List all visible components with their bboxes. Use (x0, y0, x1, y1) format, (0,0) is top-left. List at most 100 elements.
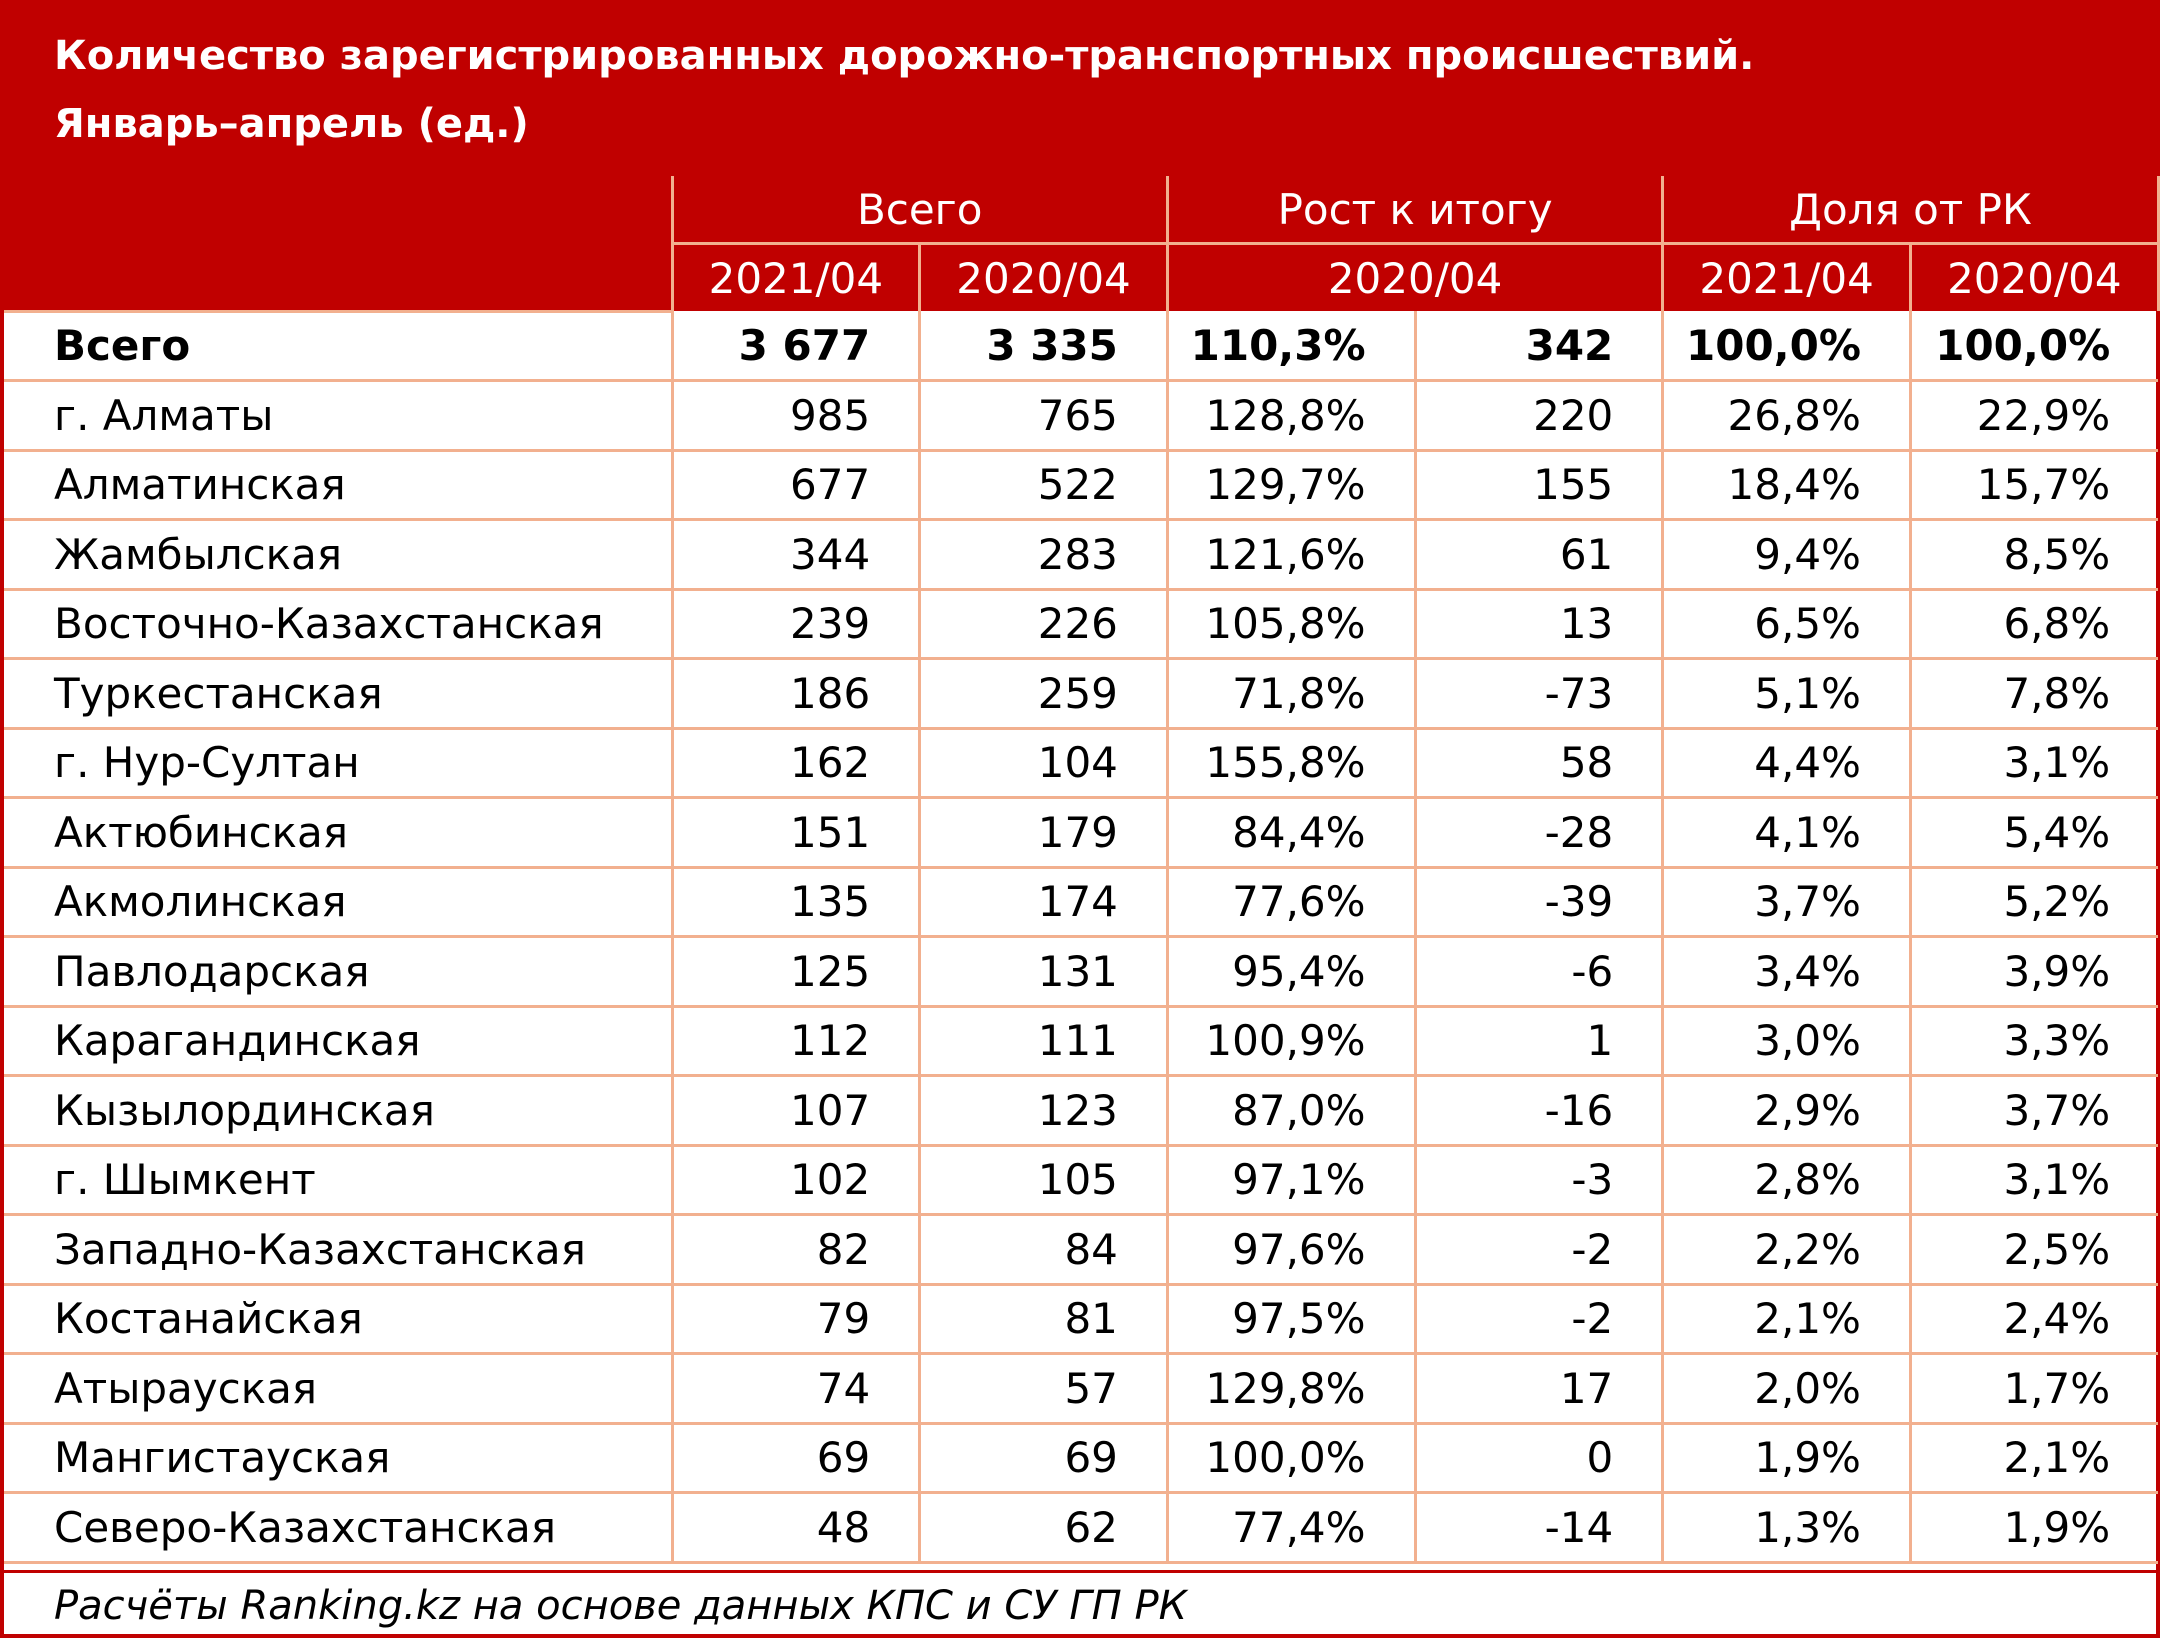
count-2020: 111 (918, 1004, 1169, 1077)
table-row: Жамбылская 344 283 121,6% 61 9,4% 8,5% (4, 518, 2159, 591)
source-note: Расчёты Ranking.kz на основе данных КПС … (4, 1570, 2156, 1638)
region-name: Павлодарская (4, 935, 674, 1008)
table-row: г. Шымкент 102 105 97,1% -3 2,8% 3,1% (4, 1143, 2159, 1216)
title-line-2: Январь–апрель (ед.) (54, 101, 529, 147)
region-name: Туркестанская (4, 657, 674, 730)
count-2020: 3 335 (918, 311, 1169, 382)
table-row: Западно-Казахстанская 82 84 97,6% -2 2,2% 2,5% (4, 1213, 2159, 1286)
count-2020: 57 (918, 1352, 1169, 1425)
growth-absolute: 1 (1413, 1004, 1665, 1077)
count-2021: 107 (670, 1074, 922, 1147)
share-2021: 9,4% (1661, 518, 1912, 591)
count-2020: 131 (918, 935, 1169, 1008)
growth-percent: 128,8% (1165, 379, 1417, 452)
growth-absolute: 17 (1413, 1352, 1665, 1425)
region-name: Восточно-Казахстанская (4, 587, 674, 660)
count-2021: 79 (670, 1282, 922, 1355)
share-2021: 4,4% (1661, 726, 1912, 799)
table-title: Количество зарегистрированных дорожно-тр… (4, 4, 2156, 176)
region-name: Северо-Казахстанская (4, 1491, 674, 1564)
count-2021: 151 (670, 796, 922, 869)
growth-absolute: -39 (1413, 865, 1665, 938)
growth-percent: 100,0% (1165, 1421, 1417, 1494)
table-row: Атырауская 74 57 129,8% 17 2,0% 1,7% (4, 1352, 2159, 1425)
count-2020: 84 (918, 1213, 1169, 1286)
growth-percent: 77,4% (1165, 1491, 1417, 1564)
header-total-2020: 2020/04 (918, 243, 1169, 311)
count-2021: 69 (670, 1421, 922, 1494)
share-2021: 6,5% (1661, 587, 1912, 660)
share-2021: 5,1% (1661, 657, 1912, 730)
region-name: Жамбылская (4, 518, 674, 591)
count-2021: 344 (670, 518, 922, 591)
growth-absolute: -6 (1413, 935, 1665, 1008)
growth-absolute: 342 (1413, 311, 1665, 382)
count-2021: 112 (670, 1004, 922, 1077)
growth-absolute: -2 (1413, 1282, 1665, 1355)
share-2021: 2,9% (1661, 1074, 1912, 1147)
growth-percent: 97,1% (1165, 1143, 1417, 1216)
share-2020: 3,9% (1908, 935, 2159, 1008)
share-2020: 5,2% (1908, 865, 2159, 938)
share-2021: 2,1% (1661, 1282, 1912, 1355)
share-2020: 3,3% (1908, 1004, 2159, 1077)
table-row: Павлодарская 125 131 95,4% -6 3,4% 3,9% (4, 935, 2159, 1008)
header-group-growth: Рост к итогу (1165, 176, 1665, 245)
share-2021: 2,8% (1661, 1143, 1912, 1216)
title-line-1: Количество зарегистрированных дорожно-тр… (54, 33, 1755, 79)
table-row: Восточно-Казахстанская 239 226 105,8% 13 6,5%… (4, 587, 2159, 660)
count-2020: 104 (918, 726, 1169, 799)
growth-absolute: 58 (1413, 726, 1665, 799)
share-2020: 1,9% (1908, 1491, 2159, 1564)
growth-percent: 155,8% (1165, 726, 1417, 799)
share-2020: 8,5% (1908, 518, 2159, 591)
share-2020: 2,1% (1908, 1421, 2159, 1494)
table-row: г. Алматы 985 765 128,8% 220 26,8% 22,9% (4, 379, 2159, 452)
region-name: г. Нур-Султан (4, 726, 674, 799)
count-2020: 283 (918, 518, 1169, 591)
count-2020: 226 (918, 587, 1169, 660)
growth-absolute: 61 (1413, 518, 1665, 591)
share-2020: 3,7% (1908, 1074, 2159, 1147)
share-2021: 3,7% (1661, 865, 1912, 938)
table-row: Акмолинская 135 174 77,6% -39 3,7% 5,2% (4, 865, 2159, 938)
share-2020: 2,5% (1908, 1213, 2159, 1286)
count-2021: 48 (670, 1491, 922, 1564)
table-row: Алматинская 677 522 129,7% 155 18,4% 15,7% (4, 448, 2159, 521)
table-row: Карагандинская 112 111 100,9% 1 3,0% 3,3% (4, 1004, 2159, 1077)
share-2021: 4,1% (1661, 796, 1912, 869)
growth-absolute: -28 (1413, 796, 1665, 869)
table-row: Мангистауская 69 69 100,0% 0 1,9% 2,1% (4, 1421, 2159, 1494)
growth-absolute: -2 (1413, 1213, 1665, 1286)
share-2021: 3,0% (1661, 1004, 1912, 1077)
count-2021: 82 (670, 1213, 922, 1286)
count-2021: 186 (670, 657, 922, 730)
share-2020: 2,4% (1908, 1282, 2159, 1355)
header-growth-period: 2020/04 (1165, 243, 1665, 311)
count-2020: 174 (918, 865, 1169, 938)
count-2021: 74 (670, 1352, 922, 1425)
region-name: Всего (4, 311, 674, 382)
table-body: Всего 3 677 3 335 110,3% 342 100,0% 100,0% г. А… (4, 311, 2159, 1564)
table-row: Костанайская 79 81 97,5% -2 2,1% 2,4% (4, 1282, 2159, 1355)
growth-percent: 97,5% (1165, 1282, 1417, 1355)
count-2020: 105 (918, 1143, 1169, 1216)
table-row-total: Всего 3 677 3 335 110,3% 342 100,0% 100,0% (4, 311, 2159, 382)
share-2021: 26,8% (1661, 379, 1912, 452)
share-2020: 5,4% (1908, 796, 2159, 869)
growth-absolute: -3 (1413, 1143, 1665, 1216)
growth-percent: 100,9% (1165, 1004, 1417, 1077)
count-2020: 69 (918, 1421, 1169, 1494)
count-2020: 62 (918, 1491, 1169, 1564)
share-2021: 2,0% (1661, 1352, 1912, 1425)
growth-absolute: 13 (1413, 587, 1665, 660)
count-2020: 259 (918, 657, 1169, 730)
header-row-periods: 2021/04 2020/04 2020/04 2021/04 2020/04 (4, 243, 2160, 311)
share-2020: 1,7% (1908, 1352, 2159, 1425)
count-2020: 81 (918, 1282, 1169, 1355)
share-2021: 2,2% (1661, 1213, 1912, 1286)
growth-percent: 77,6% (1165, 865, 1417, 938)
header-group-total: Всего (670, 176, 1169, 245)
count-2021: 162 (670, 726, 922, 799)
